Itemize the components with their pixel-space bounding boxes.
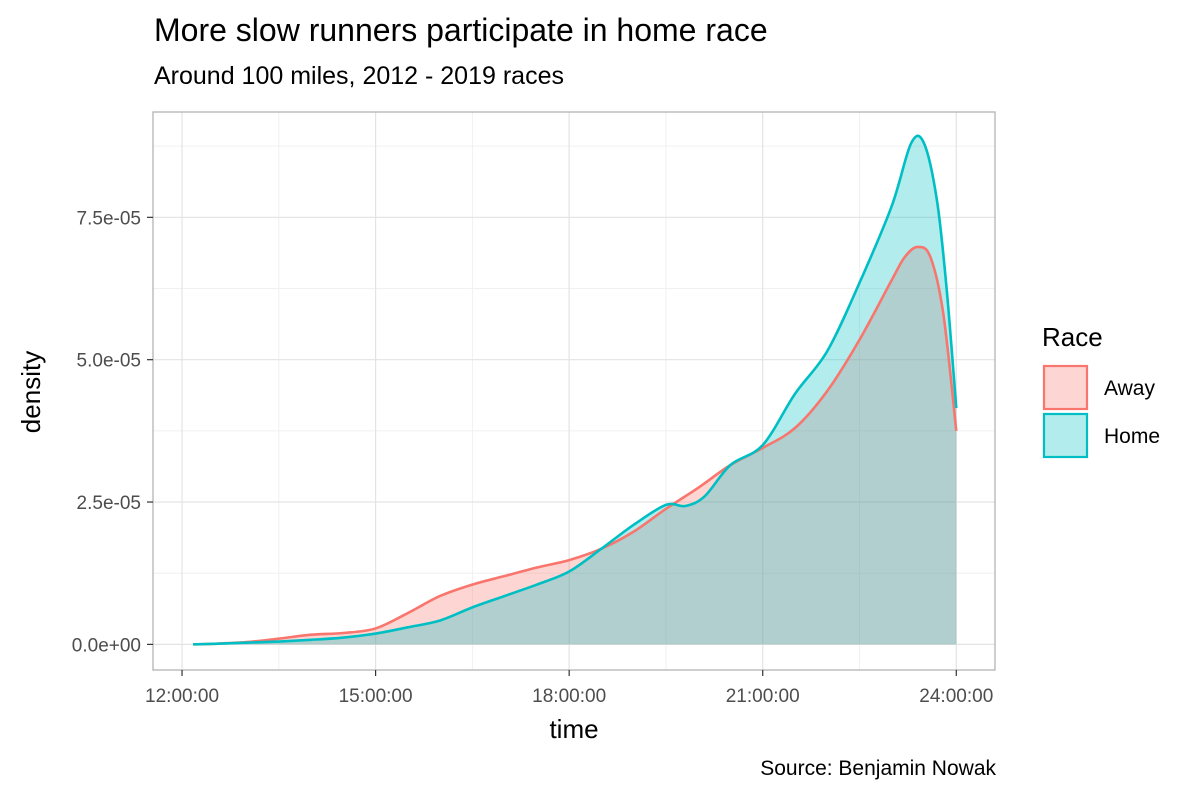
y-axis-title: density <box>16 351 46 433</box>
density-line-away <box>192 245 958 646</box>
density-line-home <box>192 134 958 646</box>
y-axis: 0.0e+00 2.5e-05 5.0e-05 7.5e-05 <box>72 208 153 656</box>
panel-border-rect <box>152 111 996 671</box>
y-tick-label: 7.5e-05 <box>77 208 141 229</box>
major-gridlines <box>153 112 995 670</box>
plot-panel <box>153 112 995 670</box>
x-tick-label: 15:00:00 <box>339 686 413 707</box>
x-tick-label: 12:00:00 <box>145 686 219 707</box>
panel-border <box>152 111 996 671</box>
chart-title: More slow runners participate in home ra… <box>154 12 768 48</box>
legend-label-away: Away <box>1104 377 1155 400</box>
x-tick-label: 18:00:00 <box>532 686 606 707</box>
density-areas <box>193 135 957 645</box>
x-axis: 12:00:00 15:00:00 18:00:00 21:00:00 24:00:00 <box>145 670 993 707</box>
chart-subtitle: Around 100 miles, 2012 - 2019 races <box>154 62 564 90</box>
x-tick-label: 21:00:00 <box>726 686 800 707</box>
legend-key-home <box>1042 412 1089 459</box>
y-tick-label: 5.0e-05 <box>77 351 141 372</box>
y-tick-label: 2.5e-05 <box>77 493 141 514</box>
y-tick-label: 0.0e+00 <box>72 635 141 656</box>
x-axis-title: time <box>549 714 598 744</box>
density-area-away <box>193 246 957 645</box>
panel-background <box>153 112 995 670</box>
legend-label-home: Home <box>1104 425 1160 448</box>
chart-caption: Source: Benjamin Nowak <box>760 757 996 780</box>
legend-key-away <box>1042 364 1089 411</box>
x-tick-label: 24:00:00 <box>919 686 993 707</box>
density-lines <box>192 134 958 646</box>
density-area-home <box>193 135 957 645</box>
legend: Race Away Home <box>1042 322 1160 459</box>
minor-gridlines <box>153 112 995 670</box>
legend-title: Race <box>1042 322 1103 352</box>
